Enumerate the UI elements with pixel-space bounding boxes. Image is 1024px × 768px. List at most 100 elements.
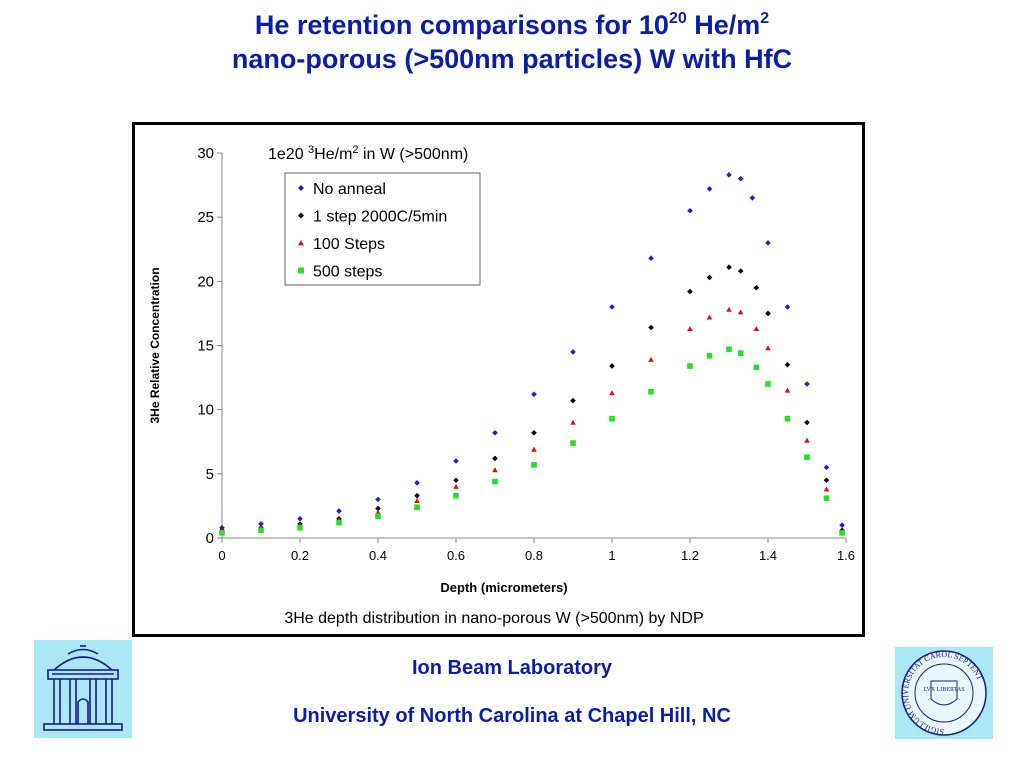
data-point-2 xyxy=(414,492,420,499)
x-tick-label: 1.6 xyxy=(837,548,855,563)
y-tick-label: 25 xyxy=(197,209,214,226)
data-point-4 xyxy=(765,381,771,387)
old-well-logo xyxy=(34,640,132,738)
chart-title-suffix: in W (>500nm) xyxy=(359,146,469,163)
footer-lab: Ion Beam Laboratory xyxy=(411,657,613,679)
footer-university: University of North Carolina at Chapel H… xyxy=(293,705,731,727)
data-point-3 xyxy=(765,345,771,351)
data-point-4 xyxy=(570,440,576,446)
data-point-3 xyxy=(414,497,420,504)
data-point-2 xyxy=(706,274,713,281)
data-point-4 xyxy=(219,530,225,536)
x-tick-label: 1.4 xyxy=(759,548,777,563)
data-point-1 xyxy=(414,480,420,486)
chart-frame: 0 0.2 0.4 0.6 0.8 1 1.2 1.4 1.6 0 5 10 15 20 25 30 Depth… xyxy=(132,122,865,637)
data-point-4 xyxy=(706,352,713,359)
data-point-1 xyxy=(531,391,537,398)
data-point-1 xyxy=(687,207,693,214)
legend-label: 100 Steps xyxy=(313,236,385,253)
x-tick-label: 0.8 xyxy=(525,548,543,563)
data-point-3 xyxy=(823,486,830,492)
legend-marker xyxy=(298,267,304,274)
data-point-1 xyxy=(765,240,771,246)
y-axis-label: 3He Relative Concentration xyxy=(148,267,162,423)
slide-title: He retention comparisons for 1020 He/m2 … xyxy=(0,8,1024,76)
legend-marker xyxy=(298,185,304,191)
data-point-4 xyxy=(453,492,459,499)
data-point-3 xyxy=(687,326,693,332)
y-tick-label: 20 xyxy=(197,273,214,290)
seal-center-text: LVX LIBERTAS xyxy=(923,687,964,693)
data-point-2 xyxy=(737,268,744,274)
data-point-2 xyxy=(753,284,760,291)
data-point-3 xyxy=(570,419,576,425)
x-tick-label: 1 xyxy=(608,548,615,563)
data-point-1 xyxy=(570,349,576,355)
data-point-4 xyxy=(492,478,498,485)
legend-marker xyxy=(298,212,304,219)
data-point-1 xyxy=(784,304,791,310)
chart-title: 1e20 3He/m2 in W (>500nm) xyxy=(268,144,468,163)
data-point-1 xyxy=(297,515,303,522)
old-well-icon xyxy=(43,645,123,731)
data-point-2 xyxy=(492,455,498,462)
data-point-4 xyxy=(687,363,693,369)
y-tick-label: 5 xyxy=(206,466,214,483)
title-unit-exponent: 2 xyxy=(760,10,770,27)
data-point-1 xyxy=(336,508,342,514)
data-point-3 xyxy=(737,309,744,315)
x-tick-label: 0 xyxy=(218,548,225,563)
slide-title-line2: nano-porous (>500nm particles) W with Hf… xyxy=(231,44,793,74)
data-point-1 xyxy=(823,464,830,471)
data-point-3 xyxy=(753,326,760,332)
data-point-4 xyxy=(375,513,381,519)
y-tick-label: 15 xyxy=(197,338,214,355)
data-point-2 xyxy=(726,264,732,271)
title-exponent: 20 xyxy=(668,10,687,27)
data-point-3 xyxy=(648,356,654,362)
data-point-4 xyxy=(531,462,537,468)
data-point-4 xyxy=(784,415,791,422)
legend-label: No anneal xyxy=(313,181,386,198)
chart-title-isotope: 3 xyxy=(308,144,314,156)
chart-svg: 0 0.2 0.4 0.6 0.8 1 1.2 1.4 1.6 0 5 10 15 20 25 30 Depth… xyxy=(148,144,855,627)
data-point-2 xyxy=(375,505,381,512)
data-point-3 xyxy=(375,509,381,515)
data-point-3 xyxy=(804,437,810,443)
data-point-2 xyxy=(609,363,615,369)
data-point-4 xyxy=(737,350,744,356)
data-point-3 xyxy=(784,387,791,393)
chart-title-unit-exponent: 2 xyxy=(352,144,358,156)
chart-title-unit: He/m xyxy=(314,146,352,163)
data-point-1 xyxy=(726,172,732,178)
data-point-4 xyxy=(336,519,342,526)
data-point-1 xyxy=(839,522,845,528)
legend-label: 500 steps xyxy=(313,264,382,281)
legend-box xyxy=(284,172,481,286)
data-point-3 xyxy=(609,390,615,396)
data-point-4 xyxy=(726,346,732,353)
y-tick-label: 30 xyxy=(197,145,214,162)
data-point-2 xyxy=(804,419,810,426)
data-point-4 xyxy=(753,364,760,371)
data-point-1 xyxy=(804,381,810,387)
data-point-2 xyxy=(453,477,459,484)
data-point-1 xyxy=(453,458,459,464)
data-point-4 xyxy=(297,524,303,531)
data-point-3 xyxy=(706,314,713,320)
data-point-4 xyxy=(648,388,654,395)
data-point-2 xyxy=(823,477,830,484)
data-point-3 xyxy=(726,306,732,312)
chart-title-prefix: 1e20 xyxy=(268,146,308,163)
data-point-1 xyxy=(375,496,381,503)
data-point-1 xyxy=(737,175,744,182)
data-point-1 xyxy=(648,255,654,262)
x-tick-label: 0.6 xyxy=(447,548,465,563)
data-point-4 xyxy=(258,527,264,534)
data-point-2 xyxy=(531,429,537,436)
data-point-4 xyxy=(414,504,420,510)
title-text: He retention comparisons for 10 xyxy=(254,10,669,40)
data-point-1 xyxy=(749,195,756,201)
university-seal-icon: SIGILLUM UNIVERSITAT CAROL SEPTENT LVX L… xyxy=(901,650,987,736)
data-point-4 xyxy=(804,454,810,460)
